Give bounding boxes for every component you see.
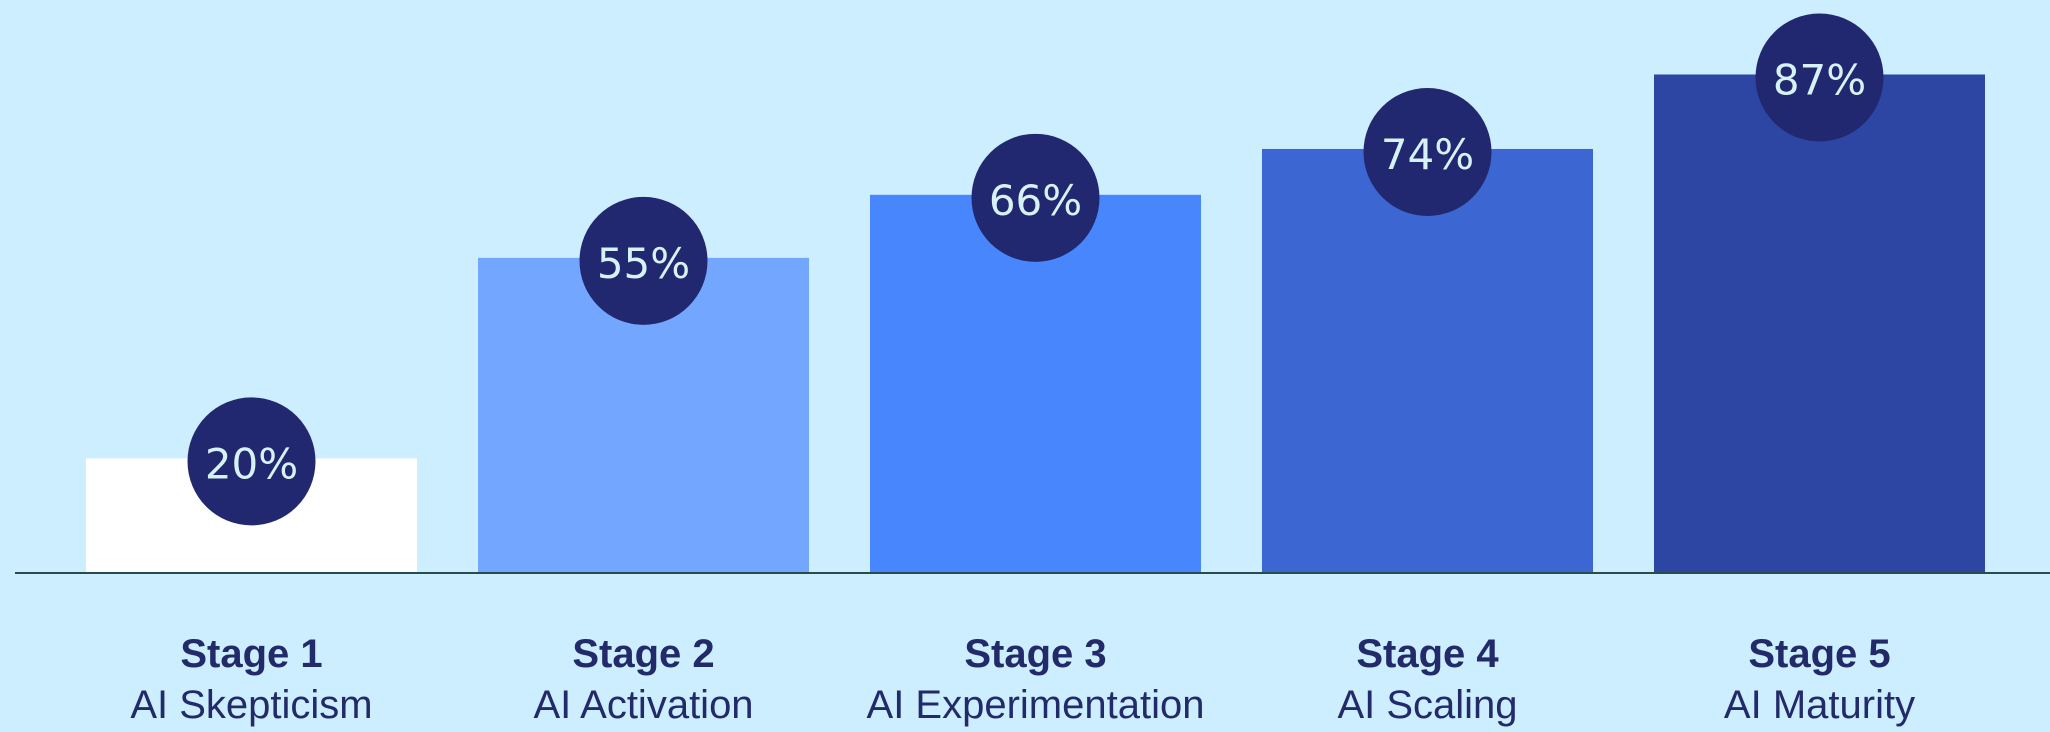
bars-layer xyxy=(86,74,1985,574)
subcategory-label-stage-3: AI Experimentation xyxy=(867,683,1205,727)
subcategory-label-stage-1: AI Skepticism xyxy=(130,683,372,727)
value-badge-stage-2 xyxy=(579,196,708,325)
value-badge-stage-5 xyxy=(1755,13,1884,142)
subcategory-label-stage-2: AI Activation xyxy=(533,683,753,727)
category-labels-layer: Stage 1 AI Skepticism Stage 2 AI Activation… xyxy=(130,632,1915,727)
value-badges-layer: 20% 55% 66% 74% 87% xyxy=(187,13,1884,526)
value-label-stage-5: 87% xyxy=(1773,55,1866,104)
category-label-stage-4: Stage 4 xyxy=(1356,632,1499,676)
value-badge-stage-3 xyxy=(971,133,1100,262)
category-label-stage-1: Stage 1 xyxy=(180,632,322,676)
bar-stage-5 xyxy=(1654,74,1985,574)
subcategory-label-stage-4: AI Scaling xyxy=(1337,683,1517,727)
value-label-stage-3: 66% xyxy=(989,176,1082,225)
value-label-stage-4: 74% xyxy=(1381,130,1474,179)
value-label-stage-1: 20% xyxy=(205,439,298,488)
category-label-stage-5: Stage 5 xyxy=(1748,632,1890,676)
subcategory-label-stage-5: AI Maturity xyxy=(1724,683,1915,727)
value-badge-stage-1 xyxy=(187,397,316,526)
category-label-stage-3: Stage 3 xyxy=(964,632,1106,676)
value-label-stage-2: 55% xyxy=(597,239,690,288)
value-badge-stage-4 xyxy=(1363,87,1492,216)
bar-stage-4 xyxy=(1262,148,1593,574)
category-label-stage-2: Stage 2 xyxy=(572,632,714,676)
